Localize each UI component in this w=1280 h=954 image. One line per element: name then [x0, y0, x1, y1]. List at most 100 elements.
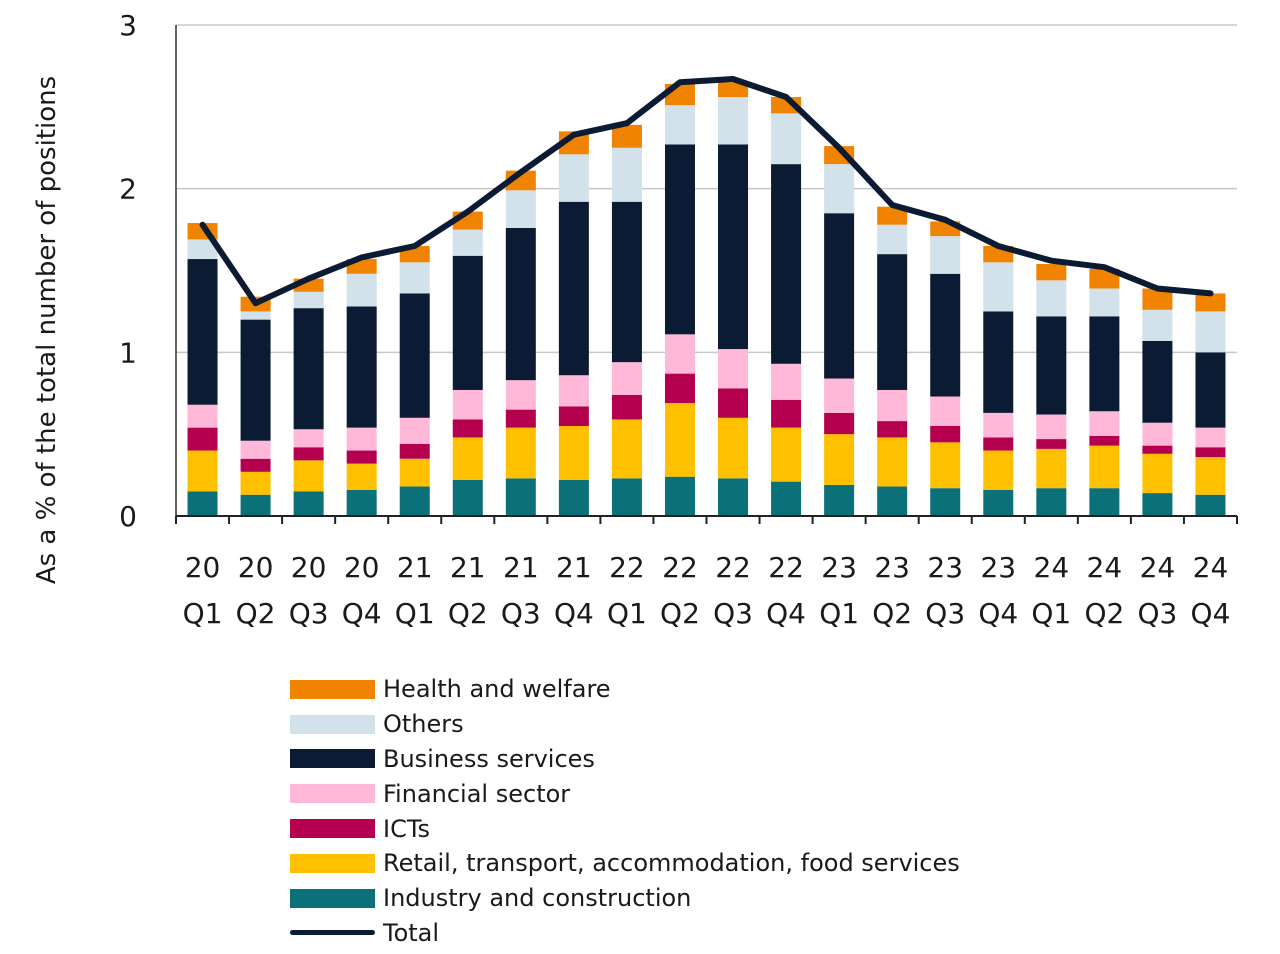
bar-stack	[877, 206, 908, 516]
bar-segment	[187, 450, 218, 492]
bar-segment	[1195, 457, 1226, 495]
bar-segment	[399, 486, 430, 516]
bar-segment	[558, 154, 589, 202]
x-tick-year: 23	[821, 551, 857, 584]
legend-swatch	[290, 819, 375, 839]
y-axis-title: As a % of the total number of positions	[32, 76, 62, 584]
bar-stack	[664, 83, 695, 516]
x-tick-year: 23	[980, 551, 1016, 584]
x-tick-quarter: Q2	[660, 597, 700, 630]
bar-stack	[505, 170, 536, 516]
bar-segment	[1089, 488, 1120, 516]
bar-segment	[664, 144, 695, 335]
bar-segment	[771, 113, 802, 165]
bar-segment	[187, 239, 218, 260]
bar-segment	[771, 399, 802, 428]
legend-label: Business services	[383, 744, 595, 773]
bar-segment	[1142, 453, 1173, 494]
bar-segment	[611, 362, 642, 395]
bar-segment	[983, 262, 1014, 312]
x-tick-quarter: Q1	[607, 597, 647, 630]
bar-segment	[1195, 427, 1226, 448]
bar-segment	[505, 478, 536, 516]
bar-segment	[983, 311, 1014, 413]
bar-segment	[1195, 352, 1226, 428]
bar-stack	[1142, 288, 1173, 516]
legend-label: ICTs	[383, 814, 431, 843]
bar-segment	[664, 334, 695, 374]
bar-segment	[664, 105, 695, 145]
y-tick-label: 3	[119, 9, 137, 42]
bar-segment	[877, 224, 908, 255]
bar-segment	[1195, 311, 1226, 353]
bar-segment	[718, 388, 749, 418]
bar-segment	[771, 164, 802, 364]
bar-segment	[293, 291, 324, 309]
legend-label: Industry and construction	[383, 884, 692, 913]
bar-stack	[240, 296, 271, 516]
bar-segment	[1195, 293, 1226, 312]
x-tick-year: 20	[238, 551, 274, 584]
legend-swatch	[290, 714, 375, 734]
bar-segment	[718, 478, 749, 516]
bar-segment	[611, 478, 642, 516]
bar-stack	[346, 259, 377, 516]
bar-segment	[930, 236, 961, 274]
bar-segment	[664, 373, 695, 404]
bar-segment	[452, 255, 483, 390]
bar-segment	[824, 412, 855, 435]
bar-segment	[452, 229, 483, 256]
x-tick-year: 20	[291, 551, 327, 584]
bar-segment	[877, 421, 908, 438]
legend-item: Financial sector	[290, 776, 960, 811]
bar-segment	[1036, 414, 1067, 440]
x-tick-year: 24	[1193, 551, 1229, 584]
bar-segment	[664, 403, 695, 477]
legend-swatch	[290, 679, 375, 699]
bar-segment	[240, 458, 271, 472]
legend-label: Others	[383, 710, 464, 739]
bar-segment	[930, 425, 961, 443]
bar-segment	[611, 419, 642, 479]
x-tick-year: 24	[1140, 551, 1176, 584]
bar-segment	[1142, 445, 1173, 454]
x-tick-year: 24	[1087, 551, 1123, 584]
x-tick-quarter: Q4	[1191, 597, 1231, 630]
bar-segment	[1036, 263, 1067, 281]
gridlines	[176, 24, 1237, 354]
total-line	[199, 76, 1214, 307]
bar-segment	[505, 427, 536, 479]
bar-stack	[824, 146, 855, 516]
y-tick-labels: 0 1 2 3	[119, 9, 137, 533]
bar-segment	[718, 97, 749, 145]
bar-segment	[824, 434, 855, 485]
bar-segment	[718, 144, 749, 350]
x-tick-year: 23	[927, 551, 963, 584]
bar-segment	[452, 437, 483, 480]
bar-segment	[240, 311, 271, 320]
bar-segment	[1089, 411, 1120, 436]
legend-item: Health and welfare	[290, 672, 960, 707]
x-tick-year: 24	[1034, 551, 1070, 584]
x-tick-year: 20	[344, 551, 380, 584]
bar-segment	[611, 147, 642, 202]
x-tick-year: 22	[715, 551, 751, 584]
bar-segment	[187, 259, 218, 405]
bar-segment	[399, 443, 430, 459]
legend-item: Others	[290, 707, 960, 742]
bar-segment	[558, 479, 589, 516]
axes	[175, 25, 1238, 524]
bar-segment	[611, 201, 642, 363]
legend-item: Total	[290, 916, 960, 951]
bar-segment	[1142, 309, 1173, 341]
x-tick-year: 23	[874, 551, 910, 584]
bar-segment	[346, 463, 377, 490]
x-tick-year: 21	[556, 551, 592, 584]
x-tick-quarter: Q3	[1137, 597, 1177, 630]
bar-segment	[771, 481, 802, 516]
legend-swatch	[290, 853, 375, 873]
bar-segment	[293, 491, 324, 516]
bar-stack	[293, 278, 324, 516]
bar-segment	[877, 206, 908, 225]
